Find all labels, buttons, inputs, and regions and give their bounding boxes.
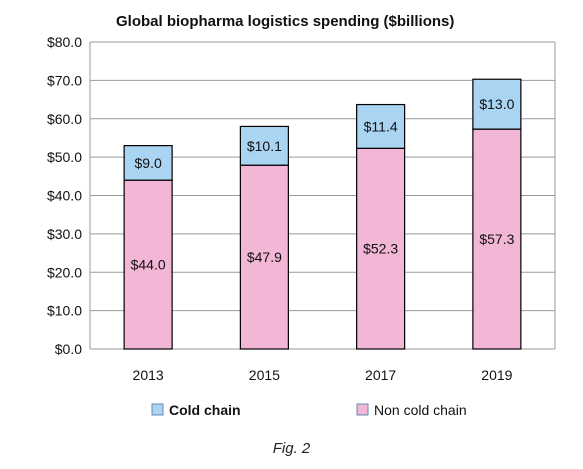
figure-caption: Fig. 2 [272,440,311,457]
bar-non-cold-chain [123,179,173,350]
y-tick-label: $40.0 [47,188,82,204]
y-tick-label: $80.0 [47,34,82,50]
legend: Cold chain Non cold chain [151,402,467,418]
legend-cold-chain: Cold chain [151,402,241,418]
bar-cold-chain [356,103,406,149]
y-tick-label: $70.0 [47,72,82,88]
x-tick-label: 2015 [249,367,280,383]
data-label-cold-chain: $10.1 [247,138,282,154]
bar-cold-chain [472,78,522,130]
x-tick-label: 2013 [133,367,164,383]
data-label-cold-chain: $9.0 [135,155,162,171]
legend-swatch [151,403,164,416]
data-label-non-cold-chain: $52.3 [363,241,398,257]
y-tick-label: $0.0 [55,341,82,357]
y-tick-label: $50.0 [47,149,82,165]
legend-swatch [356,403,369,416]
legend-label: Non cold chain [374,402,467,418]
chart-title: Global biopharma logistics spending ($bi… [116,13,454,30]
y-axis-tick-labels: $0.0 $10.0 $20.0 $30.0 $40.0 $50.0 $60.0 $70.0 $… [47,34,82,357]
x-axis-tick-labels: 2013 2015 2017 2019 [133,367,513,383]
data-labels: $44.0 $9.0 $47.9 $10.1 $52.3 $11.4 $57.3 $13.0 [131,96,515,272]
bar-cold-chain [239,125,289,166]
x-tick-label: 2017 [365,367,396,383]
x-tick-label: 2019 [481,367,512,383]
bars [123,78,522,350]
data-label-non-cold-chain: $44.0 [131,257,166,273]
y-tick-label: $20.0 [47,264,82,280]
bar-non-cold-chain [356,147,406,350]
bar-cold-chain [123,145,173,181]
legend-label: Cold chain [169,402,241,418]
y-tick-label: $30.0 [47,226,82,242]
data-label-cold-chain: $13.0 [479,96,514,112]
data-label-non-cold-chain: $47.9 [247,249,282,265]
data-label-cold-chain: $11.4 [364,118,398,134]
data-label-non-cold-chain: $57.3 [479,231,514,247]
y-tick-label: $10.0 [47,303,82,319]
legend-non-cold-chain: Non cold chain [356,402,467,418]
bar-non-cold-chain [239,164,289,350]
y-tick-label: $60.0 [47,111,82,127]
